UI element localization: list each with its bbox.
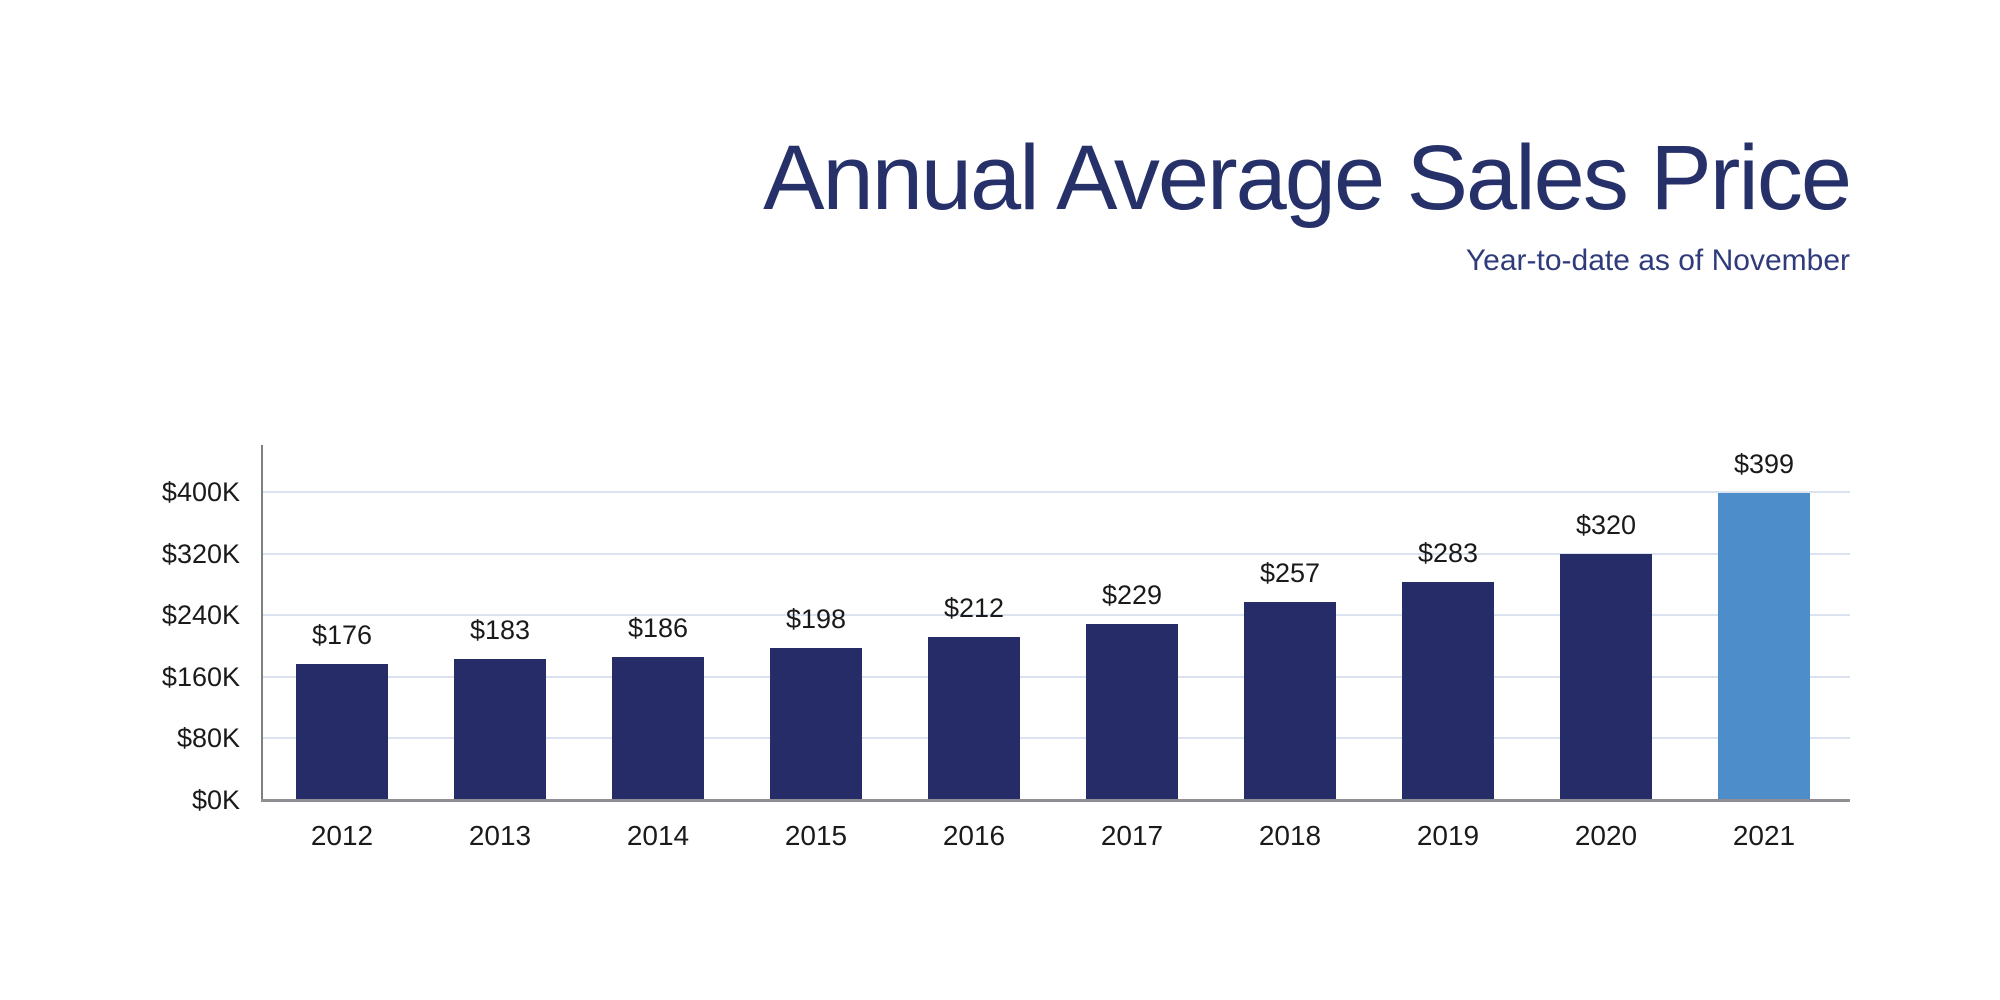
y-tick-$80K: $80K <box>176 723 240 754</box>
y-tick-$160K: $160K <box>161 661 240 692</box>
bar-value-2015: $198 <box>785 604 847 634</box>
bar-2016 <box>928 637 1020 800</box>
bar-value-2019: $283 <box>1417 538 1479 568</box>
bar-value-2021: $399 <box>1733 449 1795 479</box>
x-tick-2021: 2021 <box>1732 820 1796 851</box>
x-tick-2014: 2014 <box>626 820 690 851</box>
bar-2017 <box>1086 624 1178 800</box>
x-tick-2019: 2019 <box>1416 820 1480 851</box>
bar-value-2014: $186 <box>627 613 689 643</box>
gridline-$240K <box>262 614 1850 617</box>
y-tick-$0K: $0K <box>191 785 240 815</box>
gridline-$320K <box>262 552 1850 555</box>
x-tick-2013: 2013 <box>468 820 532 851</box>
x-axis-line <box>261 799 1850 802</box>
bar-2020 <box>1560 554 1652 800</box>
bar-2012 <box>296 664 388 800</box>
x-tick-2015: 2015 <box>784 820 848 851</box>
x-tick-2020: 2020 <box>1574 820 1638 851</box>
chart-title: Annual Average Sales Price <box>763 127 1852 229</box>
bar-2015 <box>770 648 862 800</box>
x-tick-2012: 2012 <box>310 820 374 851</box>
bar-value-2020: $320 <box>1575 510 1637 540</box>
bar-2013 <box>454 659 546 800</box>
bar-value-2012: $176 <box>311 620 373 650</box>
bar-value-2013: $183 <box>469 615 531 645</box>
bar-value-2017: $229 <box>1101 580 1163 610</box>
chart-subtitle: Year-to-date as of November <box>1465 244 1850 277</box>
y-axis-line <box>261 445 263 802</box>
bar-value-2018: $257 <box>1259 558 1321 588</box>
y-tick-$240K: $240K <box>161 600 240 631</box>
x-tick-2016: 2016 <box>942 820 1006 851</box>
bar-2018 <box>1244 602 1336 800</box>
x-tick-2017: 2017 <box>1100 820 1164 851</box>
gridline-$160K <box>262 675 1850 678</box>
bar-2019 <box>1402 582 1494 800</box>
gridline-$80K <box>262 737 1850 740</box>
y-tick-$400K: $400K <box>161 477 240 507</box>
bar-2014 <box>612 657 704 800</box>
y-tick-$320K: $320K <box>161 538 240 569</box>
bar-value-2016: $212 <box>943 593 1005 623</box>
bar-2021 <box>1718 493 1810 800</box>
x-tick-2018: 2018 <box>1258 820 1322 851</box>
gridline-$400K <box>262 491 1850 493</box>
